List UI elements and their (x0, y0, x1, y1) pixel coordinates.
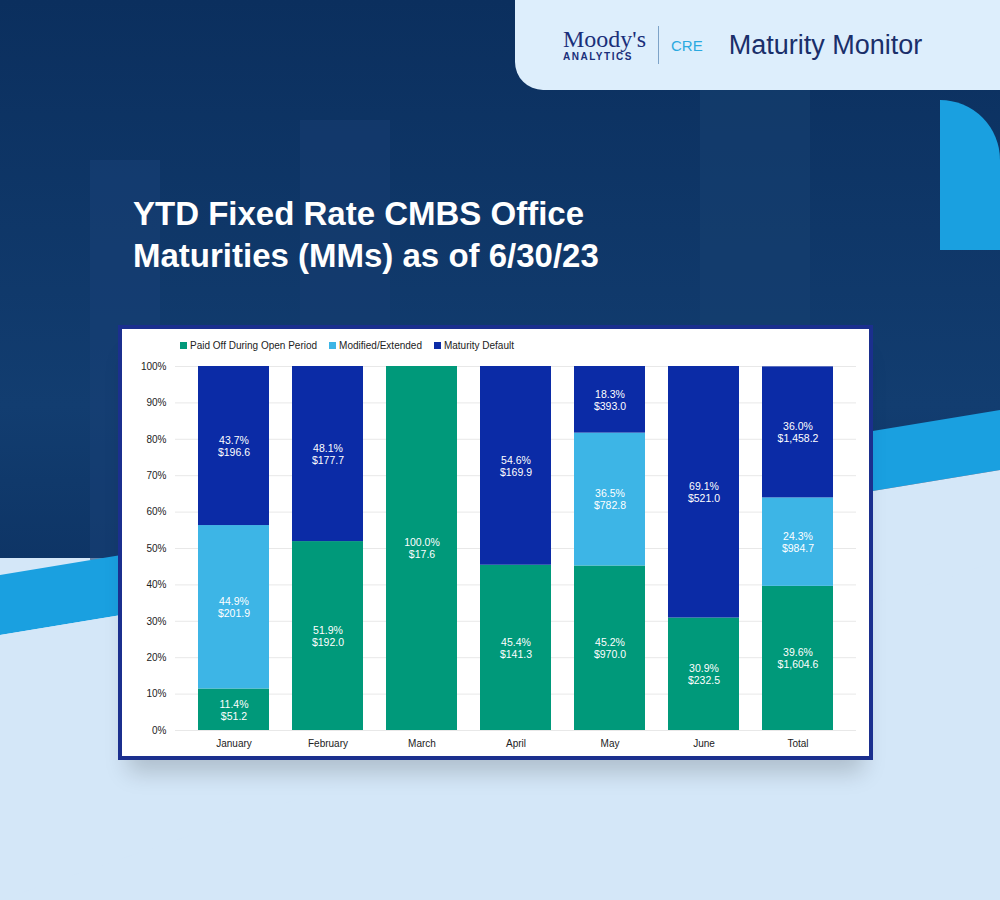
svg-text:40%: 40% (146, 579, 166, 590)
svg-text:80%: 80% (146, 434, 166, 445)
svg-text:60%: 60% (146, 506, 166, 517)
svg-text:90%: 90% (146, 397, 166, 408)
svg-text:January: January (216, 738, 252, 749)
html-text:CRE: CRE (671, 36, 703, 54)
svg-text:April: April (506, 738, 526, 749)
svg-text:18.3%$393.0: 18.3%$393.0 (594, 388, 626, 412)
svg-text:100.0%$17.6: 100.0%$17.6 (404, 536, 440, 560)
svg-text:36.5%$782.8: 36.5%$782.8 (594, 487, 626, 511)
svg-text:30.9%$232.5: 30.9%$232.5 (688, 662, 720, 686)
svg-text:24.3%$984.7: 24.3%$984.7 (782, 530, 814, 554)
svg-text:51.9%$192.0: 51.9%$192.0 (312, 624, 344, 648)
svg-text:48.1%$177.7: 48.1%$177.7 (312, 442, 344, 466)
svg-text:June: June (693, 738, 715, 749)
svg-text:44.9%$201.9: 44.9%$201.9 (218, 595, 250, 619)
svg-text:May: May (601, 738, 620, 749)
svg-text:30%: 30% (146, 616, 166, 627)
svg-text:36.0%$1,458.2: 36.0%$1,458.2 (778, 420, 819, 444)
html-text:Paid Off During Open Period: Paid Off During Open Period (190, 339, 318, 351)
html-text:ANALYTICS: ANALYTICS (563, 51, 633, 62)
svg-text:70%: 70% (146, 470, 166, 481)
svg-text:February: February (308, 738, 348, 749)
html-text:Maturity Default: Maturity Default (444, 339, 514, 351)
html-text:Moody's: Moody's (563, 26, 646, 52)
svg-text:50%: 50% (146, 543, 166, 554)
svg-text:39.6%$1,604.6: 39.6%$1,604.6 (778, 646, 819, 670)
svg-text:March: March (408, 738, 436, 749)
svg-text:69.1%$521.0: 69.1%$521.0 (688, 480, 720, 504)
svg-text:54.6%$169.9: 54.6%$169.9 (500, 454, 532, 478)
svg-text:20%: 20% (146, 652, 166, 663)
svg-text:45.2%$970.0: 45.2%$970.0 (594, 636, 626, 660)
svg-text:10%: 10% (146, 688, 166, 699)
svg-text:Total: Total (787, 738, 808, 749)
svg-text:43.7%$196.6: 43.7%$196.6 (218, 434, 250, 458)
svg-text:45.4%$141.3: 45.4%$141.3 (500, 636, 532, 660)
html-text:YTD Fixed Rate CMBS Office Mat: YTD Fixed Rate CMBS Office Maturities (M… (133, 195, 599, 274)
html-text:Maturity Monitor: Maturity Monitor (728, 29, 923, 60)
svg-text:0%: 0% (152, 725, 167, 736)
html-text:Modified/Extended: Modified/Extended (339, 339, 422, 351)
svg-text:100%: 100% (141, 361, 167, 372)
svg-text:11.4%$51.2: 11.4%$51.2 (220, 698, 249, 722)
